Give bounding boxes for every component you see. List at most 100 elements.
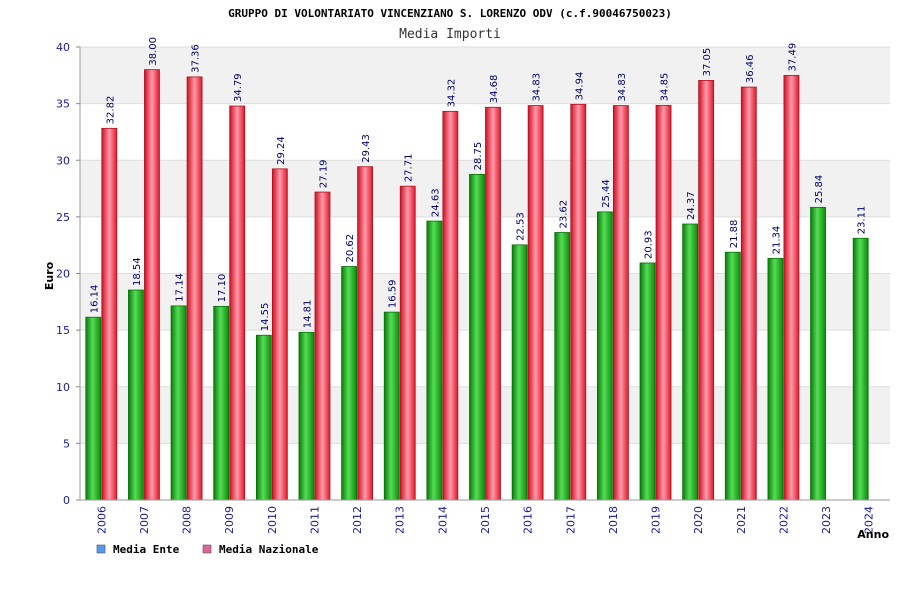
x-tick-label-2019: 2019 bbox=[650, 506, 663, 534]
bar-media-ente-2008 bbox=[170, 305, 187, 501]
bar-media-ente-2006 bbox=[85, 316, 102, 501]
y-axis-ticks: 0 5 10 15 20 25 30 35 40 bbox=[56, 41, 80, 507]
bar-media-nazionale-2015 bbox=[485, 106, 501, 501]
data-label-media-nazionale-2021: 36.46 bbox=[745, 54, 756, 83]
data-label-media-ente-2007: 18.54 bbox=[132, 257, 143, 286]
data-label-media-nazionale-2019: 34.85 bbox=[660, 73, 671, 102]
bar-media-ente-2022 bbox=[767, 257, 784, 501]
x-tick-label-2012: 2012 bbox=[351, 506, 364, 534]
data-label-media-nazionale-2013: 27.71 bbox=[404, 154, 415, 183]
data-label-media-nazionale-2020: 37.05 bbox=[702, 48, 713, 77]
data-label-media-ente-2021: 21.88 bbox=[729, 220, 740, 249]
data-label-media-nazionale-2017: 34.94 bbox=[574, 72, 585, 101]
data-label-media-ente-2013: 16.59 bbox=[388, 279, 399, 308]
bar-media-nazionale-2014 bbox=[442, 110, 459, 501]
bar-media-nazionale-2016 bbox=[527, 105, 544, 501]
y-tick-label: 15 bbox=[56, 324, 70, 337]
x-tick-label-2024: 2024 bbox=[863, 506, 876, 534]
data-label-media-ente-2014: 24.63 bbox=[430, 188, 441, 217]
legend-swatch-media-nazionale bbox=[202, 544, 212, 554]
x-tick-label-2008: 2008 bbox=[181, 506, 194, 534]
bar-media-ente-2010 bbox=[255, 334, 272, 501]
bar-media-ente-2013 bbox=[383, 311, 400, 501]
bar-media-ente-2011 bbox=[298, 331, 315, 501]
data-label-media-ente-2016: 22.53 bbox=[516, 212, 527, 241]
x-tick-label-2010: 2010 bbox=[266, 506, 279, 534]
legend-label-media-ente: Media Ente bbox=[113, 543, 180, 556]
data-label-media-ente-2020: 24.37 bbox=[686, 191, 697, 220]
x-tick-label-2014: 2014 bbox=[436, 506, 449, 534]
y-tick-label: 10 bbox=[56, 381, 70, 394]
bar-media-nazionale-2022 bbox=[783, 75, 800, 501]
bar-media-nazionale-2008 bbox=[186, 76, 203, 501]
data-label-media-nazionale-2006: 32.82 bbox=[105, 96, 116, 125]
data-label-media-ente-2011: 14.81 bbox=[302, 300, 313, 329]
x-tick-label-2021: 2021 bbox=[735, 506, 748, 534]
bar-media-ente-2012 bbox=[341, 266, 358, 501]
x-tick-label-2023: 2023 bbox=[820, 506, 833, 534]
data-label-media-nazionale-2007: 38.00 bbox=[148, 37, 159, 66]
bar-media-ente-2014 bbox=[426, 220, 443, 501]
data-label-media-nazionale-2015: 34.68 bbox=[489, 75, 500, 104]
bar-media-nazionale-2017 bbox=[570, 103, 587, 501]
data-label-media-ente-2015: 28.75 bbox=[473, 142, 484, 171]
legend-label-media-nazionale: Media Nazionale bbox=[219, 543, 319, 556]
x-axis-label: Anno bbox=[857, 528, 889, 541]
chart-subtitle: Media Importi bbox=[399, 27, 501, 42]
y-tick-label: 30 bbox=[56, 154, 70, 167]
data-label-media-nazionale-2016: 34.83 bbox=[532, 73, 543, 102]
bar-media-nazionale-2012 bbox=[357, 166, 374, 501]
data-label-media-nazionale-2010: 29.24 bbox=[276, 136, 287, 165]
y-tick-label: 35 bbox=[56, 98, 70, 111]
data-label-media-ente-2018: 25.44 bbox=[601, 179, 612, 208]
bar-media-nazionale-2020 bbox=[698, 80, 715, 501]
x-tick-label-2018: 2018 bbox=[607, 506, 620, 534]
legend: Media Ente Media Nazionale bbox=[96, 543, 319, 556]
bar-media-nazionale-2010 bbox=[271, 168, 288, 501]
bar-media-nazionale-2006 bbox=[101, 127, 118, 501]
bar-media-ente-2021 bbox=[724, 251, 741, 501]
data-label-media-ente-2024: 23.11 bbox=[857, 206, 868, 235]
data-labels: 16.14 32.82 18.54 38.00 17.14 37.36 17.10 34.79… bbox=[89, 37, 867, 331]
x-axis-ticks: 2006 2007 2008 2009 2010 2011 2012 2013 2014 2015… bbox=[95, 506, 875, 534]
x-tick-label-2009: 2009 bbox=[223, 506, 236, 534]
bar-media-nazionale-2007 bbox=[144, 69, 160, 501]
data-label-media-nazionale-2008: 37.36 bbox=[191, 44, 202, 73]
data-label-media-nazionale-2022: 37.49 bbox=[787, 43, 798, 72]
x-tick-label-2006: 2006 bbox=[95, 506, 108, 534]
legend-swatch-media-ente bbox=[96, 544, 106, 554]
bar-media-ente-2015 bbox=[469, 174, 485, 501]
bar-media-ente-2023 bbox=[810, 206, 826, 501]
data-label-media-ente-2022: 21.34 bbox=[771, 226, 782, 255]
data-label-media-ente-2023: 25.84 bbox=[814, 175, 825, 204]
x-tick-label-2016: 2016 bbox=[522, 506, 535, 534]
data-label-media-nazionale-2009: 34.79 bbox=[233, 73, 244, 102]
bar-media-nazionale-2021 bbox=[740, 86, 757, 501]
bar-media-nazionale-2009 bbox=[229, 105, 246, 501]
data-label-media-ente-2006: 16.14 bbox=[89, 285, 100, 314]
bar-media-nazionale-2013 bbox=[399, 185, 416, 501]
data-label-media-nazionale-2012: 29.43 bbox=[361, 134, 372, 163]
data-label-media-ente-2008: 17.14 bbox=[175, 273, 186, 302]
bar-media-ente-2020 bbox=[682, 223, 699, 501]
y-axis-label: Euro bbox=[43, 261, 56, 290]
bar-media-ente-2024 bbox=[852, 237, 869, 501]
x-tick-label-2020: 2020 bbox=[692, 506, 705, 534]
y-tick-label: 25 bbox=[56, 211, 70, 224]
data-label-media-ente-2012: 20.62 bbox=[345, 234, 356, 263]
x-tick-label-2013: 2013 bbox=[394, 506, 407, 534]
x-tick-label-2007: 2007 bbox=[138, 506, 151, 534]
axes bbox=[79, 47, 890, 501]
data-label-media-nazionale-2014: 34.32 bbox=[446, 79, 457, 108]
y-tick-label: 0 bbox=[63, 494, 70, 507]
bar-media-nazionale-2019 bbox=[655, 104, 672, 501]
bar-media-ente-2019 bbox=[639, 262, 656, 501]
data-label-media-nazionale-2018: 34.83 bbox=[617, 73, 628, 102]
y-tick-label: 40 bbox=[56, 41, 70, 54]
bar-media-nazionale-2018 bbox=[612, 105, 629, 501]
bar-media-nazionale-2011 bbox=[314, 191, 331, 501]
bar-media-ente-2007 bbox=[128, 289, 144, 501]
bar-media-ente-2018 bbox=[596, 211, 613, 501]
data-label-media-ente-2019: 20.93 bbox=[644, 230, 655, 259]
data-label-media-nazionale-2011: 27.19 bbox=[318, 159, 329, 188]
